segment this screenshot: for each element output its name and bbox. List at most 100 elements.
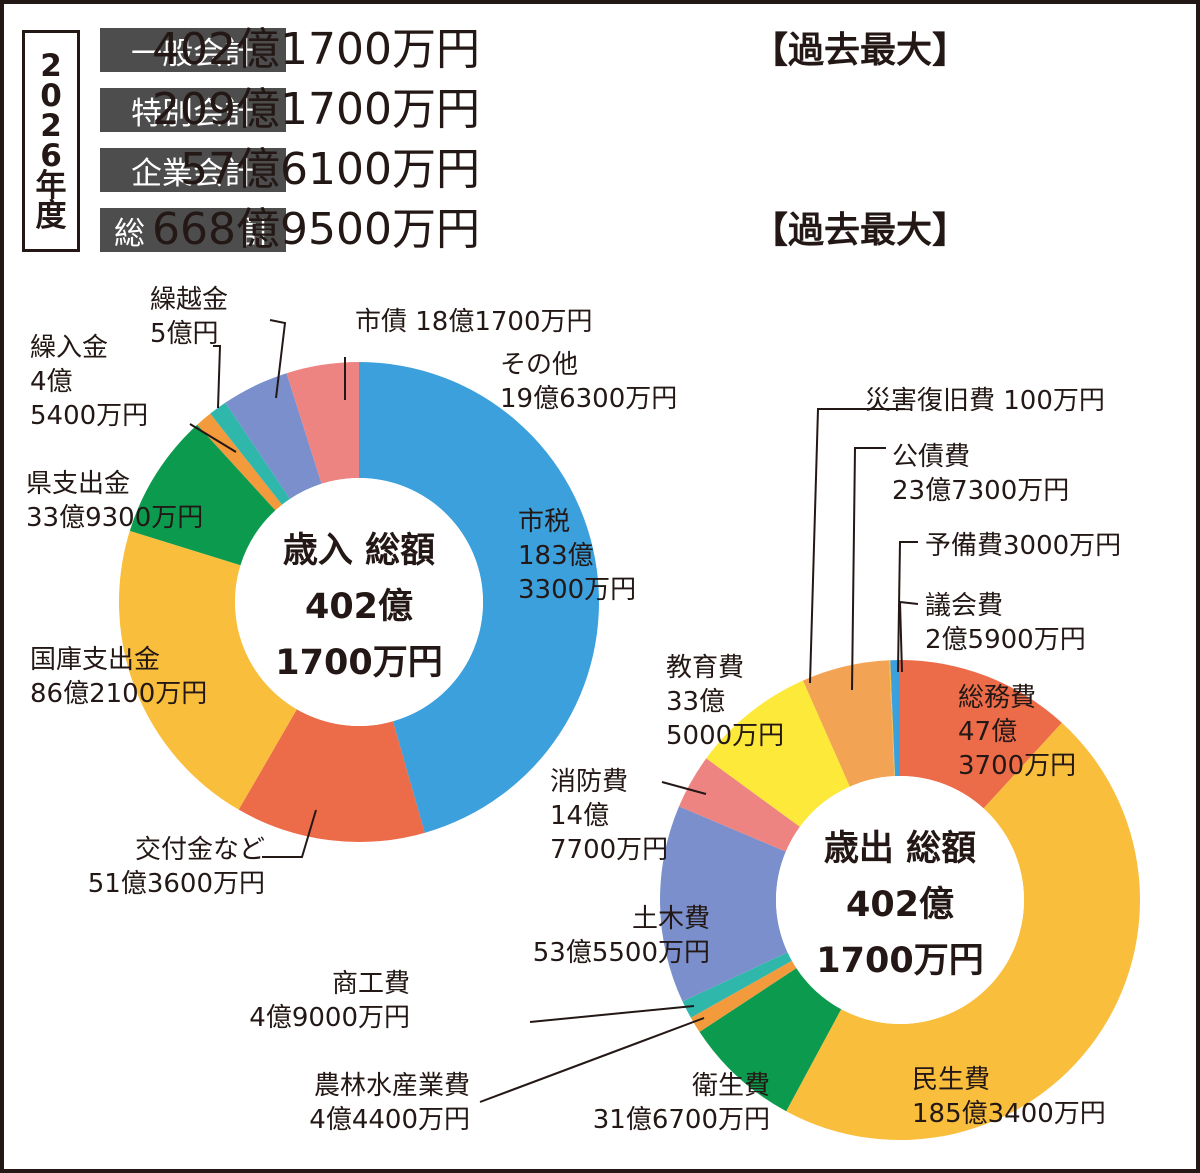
- summary-note: 【過去最大】: [752, 210, 969, 251]
- revenue-slice-2: [118, 530, 297, 810]
- expenditure-center-label: 歳出 総額: [824, 829, 976, 869]
- revenue-donut: [118, 362, 600, 843]
- label-leader-lines: [189, 319, 919, 1103]
- revenue-slice-3: [129, 424, 276, 566]
- expenditure-label-0: 3700万円: [958, 751, 1076, 781]
- expenditure-label-7: 33億: [666, 687, 725, 717]
- fiscal-year-char: 0: [40, 78, 62, 114]
- expenditure-label-6: 14億: [550, 801, 609, 831]
- revenue-slice-0: [359, 362, 600, 833]
- revenue-label-0: 3300万円: [518, 575, 636, 605]
- leader-line-11: [479, 1017, 705, 1103]
- expenditure-label-11: 議会費: [925, 591, 1003, 621]
- revenue-center-label: 402億: [305, 587, 413, 627]
- expenditure-label-0: 総務費: [958, 683, 1036, 713]
- expenditure-label-3: 4億4400万円: [309, 1105, 470, 1135]
- leader-line-3: [189, 423, 237, 453]
- expenditure-label-2: 31億6700万円: [593, 1105, 770, 1135]
- expenditure-label-7: 5000万円: [666, 721, 784, 751]
- expenditure-slice-9: [803, 660, 895, 787]
- expenditure-label-6: 消防費: [550, 767, 628, 797]
- expenditure-label-7: 教育費: [666, 653, 744, 683]
- fiscal-year-char: 年: [35, 168, 67, 204]
- fiscal-year-box: 2 0 2 6 年 度: [22, 30, 80, 252]
- leader-line-6: [851, 447, 886, 691]
- leader-line-4: [262, 809, 317, 858]
- expenditure-label-1: 185億3400万円: [912, 1099, 1106, 1129]
- leader-line-8: [898, 600, 919, 673]
- fiscal-year-char: 2: [40, 48, 62, 84]
- revenue-label-2: 86億2100万円: [30, 679, 207, 709]
- revenue-label-0: 市税: [518, 507, 570, 537]
- summary-row-total: 総計 668億9500万円 【過去最大】: [100, 204, 1180, 255]
- expenditure-slice-6: [679, 758, 800, 852]
- expenditure-label-5: 53億5500万円: [533, 938, 710, 968]
- revenue-slice-4: [197, 413, 283, 511]
- revenue-label-3: 県支出金: [26, 469, 130, 499]
- revenue-label-1: 51億3600万円: [88, 869, 265, 899]
- revenue-label-4: 4億: [30, 367, 73, 397]
- revenue-slice-1: [238, 709, 425, 843]
- revenue-label-6: 市債 18億1700万円: [355, 307, 593, 337]
- leader-line-0: [269, 319, 287, 399]
- revenue-label-0: 183億: [518, 541, 594, 571]
- expenditure-label-10: 予備費3000万円: [925, 531, 1121, 561]
- expenditure-center-label: 1700万円: [816, 941, 983, 981]
- leader-line-2: [213, 345, 222, 409]
- revenue-label-4: 5400万円: [30, 401, 148, 431]
- expenditure-donut-hole: [776, 776, 1024, 1024]
- revenue-center-label: 歳入 総額: [283, 531, 435, 571]
- summary-amount: 209億1700万円: [152, 84, 480, 135]
- revenue-label-3: 33億9300万円: [26, 503, 203, 533]
- summary-label: 総計: [100, 208, 286, 252]
- expenditure-label-1: 民生費: [912, 1065, 990, 1095]
- revenue-label-5: 5億円: [150, 319, 219, 349]
- expenditure-slice-7: [706, 680, 850, 827]
- summary-amount: 668億9500万円: [152, 204, 480, 255]
- revenue-slice-7: [286, 362, 359, 484]
- expenditure-label-8: 災害復旧費 100万円: [865, 386, 1105, 416]
- fiscal-year-char: 2: [40, 108, 62, 144]
- revenue-donut-hole: [235, 478, 483, 726]
- expenditure-center-label: 402億: [846, 885, 954, 925]
- expenditure-label-5: 土木費: [632, 904, 710, 934]
- expenditure-donut: [660, 660, 1141, 1141]
- summary-amount: 57億6100万円: [180, 144, 480, 195]
- leader-line-10: [529, 1005, 695, 1023]
- summary-amount: 402億1700万円: [152, 24, 480, 75]
- revenue-label-7: その他: [500, 350, 578, 380]
- fiscal-year-char: 6: [40, 138, 62, 174]
- summary-label: 特別会計: [100, 88, 286, 132]
- expenditure-label-3: 農林水産業費: [314, 1071, 470, 1101]
- revenue-slice-6: [225, 373, 322, 500]
- revenue-slice-5: [210, 402, 290, 505]
- expenditure-label-9: 23億7300万円: [892, 476, 1069, 506]
- revenue-label-7: 19億6300万円: [500, 384, 677, 414]
- expenditure-slice-0: [900, 660, 1062, 809]
- revenue-label-4: 繰入金: [30, 333, 108, 363]
- summary-row-enterprise: 企業会計 57億6100万円: [100, 144, 1180, 195]
- summary-note: 【過去最大】: [752, 30, 969, 71]
- summary-row-special: 特別会計 209億1700万円: [100, 84, 1180, 135]
- expenditure-slice-10: [889, 660, 895, 777]
- summary-row-general: 一般会計 402億1700万円 【過去最大】: [100, 24, 1180, 75]
- expenditure-label-4: 4億9000万円: [249, 1003, 410, 1033]
- expenditure-slice-3: [690, 960, 797, 1032]
- summary-label: 企業会計: [100, 148, 286, 192]
- revenue-center-label: 1700万円: [275, 643, 442, 683]
- leader-line-9: [661, 781, 707, 795]
- summary-label: 一般会計: [100, 28, 286, 72]
- expenditure-slice-11: [890, 660, 900, 777]
- expenditure-label-6: 7700万円: [550, 835, 668, 865]
- expenditure-label-2: 衛生費: [692, 1071, 770, 1101]
- expenditure-label-11: 2億5900万円: [925, 625, 1086, 655]
- leader-line-7: [897, 541, 918, 673]
- expenditure-slice-1: [786, 722, 1141, 1141]
- expenditure-slice-5: [660, 806, 788, 1002]
- revenue-label-5: 繰越金: [150, 285, 228, 315]
- expenditure-label-9: 公債費: [892, 442, 970, 472]
- revenue-label-1: 交付金など: [135, 835, 265, 865]
- fiscal-year-char: 度: [35, 198, 67, 234]
